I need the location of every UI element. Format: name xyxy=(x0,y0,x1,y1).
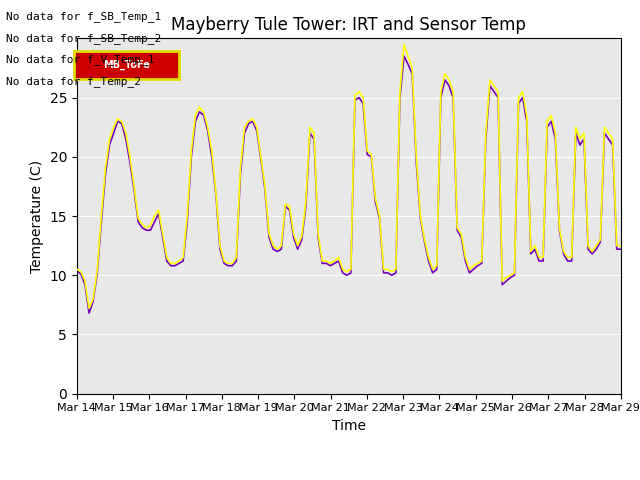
PanelT xyxy=(588,249,596,254)
PanelT xyxy=(196,104,204,110)
Line: AM25T: AM25T xyxy=(77,56,621,313)
Text: MB_ToFe: MB_ToFe xyxy=(103,60,150,71)
AM25T xyxy=(285,207,293,213)
PanelT xyxy=(617,243,625,249)
PanelT xyxy=(593,243,600,249)
Legend: PanelT, AM25T: PanelT, AM25T xyxy=(244,475,454,480)
Text: No data for f_SB_Temp_2: No data for f_SB_Temp_2 xyxy=(6,33,162,44)
AM25T xyxy=(588,251,596,257)
Title: Mayberry Tule Tower: IRT and Sensor Temp: Mayberry Tule Tower: IRT and Sensor Temp xyxy=(172,16,526,34)
AM25T xyxy=(73,267,81,273)
Text: No data for f_Temp_2: No data for f_Temp_2 xyxy=(6,76,141,87)
AM25T xyxy=(212,192,220,198)
AM25T xyxy=(106,142,113,148)
Y-axis label: Temperature (C): Temperature (C) xyxy=(30,159,44,273)
AM25T xyxy=(85,310,93,316)
PanelT xyxy=(106,136,113,142)
Line: PanelT: PanelT xyxy=(77,44,621,308)
Text: No data for f_V_Temp_1: No data for f_V_Temp_1 xyxy=(6,54,155,65)
AM25T xyxy=(617,246,625,252)
AM25T xyxy=(593,246,600,252)
AM25T xyxy=(196,109,204,115)
Text: No data for f_SB_Temp_1: No data for f_SB_Temp_1 xyxy=(6,11,162,22)
PanelT xyxy=(73,266,81,272)
AM25T xyxy=(400,53,408,59)
PanelT xyxy=(212,190,220,195)
PanelT xyxy=(285,204,293,209)
PanelT xyxy=(400,41,408,47)
PanelT xyxy=(85,305,93,311)
X-axis label: Time: Time xyxy=(332,419,366,433)
